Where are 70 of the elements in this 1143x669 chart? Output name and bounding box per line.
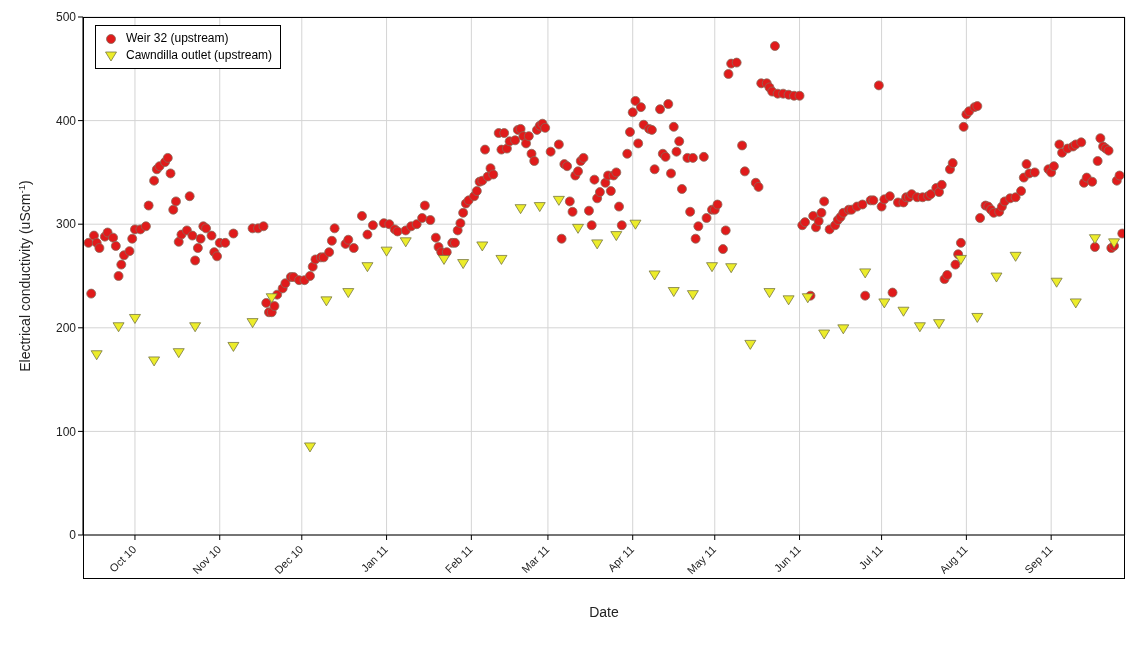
point: [399, 237, 412, 248]
point: [667, 287, 680, 297]
point: [172, 348, 185, 359]
point: [380, 246, 393, 257]
x-tick-label: Dec 10: [272, 542, 306, 577]
x-tick-label: Oct 10: [107, 542, 139, 575]
point: [971, 313, 984, 323]
point: [189, 322, 202, 333]
x-tick-label: Aug 11: [937, 542, 970, 576]
y-tick-label: 100: [55, 424, 77, 439]
x-tick-label: Sep 11: [1022, 542, 1055, 576]
point: [955, 255, 967, 265]
point: [129, 314, 141, 324]
point: [837, 324, 850, 335]
point: [246, 318, 259, 329]
x-tick-label: Jun 11: [771, 542, 804, 575]
point: [763, 288, 776, 298]
point: [320, 296, 333, 307]
point: [725, 263, 738, 274]
legend-label: Cawndilla outlet (upstream): [126, 47, 273, 64]
point: [801, 293, 814, 304]
legend-label: Weir 32 (upstream): [126, 30, 229, 47]
point: [1089, 234, 1101, 245]
point: [476, 241, 489, 252]
point: [457, 259, 470, 269]
y-tick-label: 300: [55, 217, 77, 232]
point: [1050, 277, 1063, 288]
y-tick-label: 200: [55, 321, 77, 336]
point: [1009, 251, 1022, 262]
y-tick-label: 400: [55, 113, 77, 128]
point: [572, 223, 584, 234]
point: [933, 319, 945, 330]
x-tick-label: Jan 11: [358, 542, 391, 575]
point: [629, 219, 642, 230]
point: [897, 306, 910, 317]
x-axis-title: Date: [589, 604, 619, 620]
point: [648, 270, 661, 281]
point: [304, 442, 316, 453]
point: [782, 295, 795, 306]
x-tick-label: Mar 11: [519, 542, 552, 576]
point: [514, 204, 527, 215]
point: [361, 262, 374, 273]
point: [438, 255, 450, 265]
point: [706, 262, 718, 273]
point: [533, 202, 546, 212]
point: [990, 272, 1003, 283]
point: [1069, 298, 1082, 309]
point: [112, 322, 125, 333]
point: [342, 288, 355, 298]
point: [591, 239, 604, 250]
point: [859, 268, 872, 279]
x-tick-label: Jul 11: [856, 542, 886, 572]
point: [552, 195, 565, 206]
point: [744, 339, 757, 350]
x-tick-label: Feb 11: [442, 542, 475, 576]
point: [610, 231, 623, 241]
point: [265, 293, 278, 304]
point: [495, 255, 508, 265]
y-tick-label: 500: [55, 10, 77, 25]
point: [90, 350, 103, 361]
point: [148, 356, 161, 367]
y-tick-label: 0: [69, 528, 77, 543]
point: [878, 298, 891, 309]
point: [227, 342, 240, 352]
point: [818, 329, 831, 340]
x-tick-label: May 11: [684, 542, 719, 577]
x-tick-label: Nov 10: [190, 542, 224, 577]
point: [686, 290, 699, 301]
x-tick-label: Apr 11: [605, 542, 637, 574]
point: [913, 322, 926, 333]
